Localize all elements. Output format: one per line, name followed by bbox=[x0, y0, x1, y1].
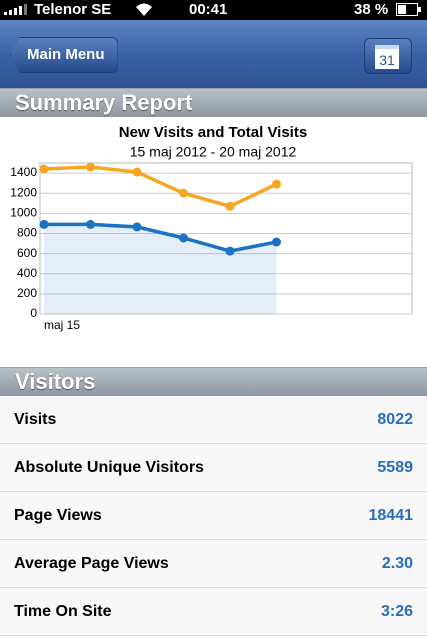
y-tick-label: 200 bbox=[17, 286, 37, 300]
row-value: 5589 bbox=[377, 459, 413, 476]
row-label: Average Page Views bbox=[14, 555, 169, 572]
chart-title: New Visits and Total Visits bbox=[119, 124, 307, 141]
calendar-day: 31 bbox=[375, 45, 399, 69]
table-row[interactable]: Time On Site 3:26 bbox=[0, 588, 427, 636]
row-label: Absolute Unique Visitors bbox=[14, 459, 204, 476]
battery-level: 38 % bbox=[354, 1, 389, 18]
table-row[interactable]: Page Views 18441 bbox=[0, 492, 427, 540]
point bbox=[272, 237, 281, 247]
point bbox=[132, 167, 142, 177]
x-tick-label: maj 15 bbox=[44, 318, 80, 332]
row-value: 8022 bbox=[377, 411, 413, 428]
row-label: Page Views bbox=[14, 507, 102, 524]
line bbox=[44, 222, 277, 253]
y-tick-label: 600 bbox=[17, 246, 37, 260]
point bbox=[86, 162, 95, 172]
table-row[interactable]: Visits 8022 bbox=[0, 396, 427, 444]
area bbox=[44, 224, 277, 314]
table-row[interactable]: Average Page Views 2.30 bbox=[0, 540, 427, 588]
table-row[interactable]: Absolute Unique Visitors 5589 bbox=[0, 444, 427, 492]
status-bar: Telenor SE 00:41 38 % bbox=[0, 0, 427, 20]
section-header: Visitors bbox=[0, 367, 427, 396]
row-value: 18441 bbox=[368, 507, 414, 524]
point bbox=[39, 219, 49, 229]
battery-icon bbox=[396, 3, 421, 16]
row-value: 3:26 bbox=[380, 603, 413, 620]
wifi-icon bbox=[136, 3, 152, 16]
line bbox=[43, 165, 278, 209]
section-header: Summary Report bbox=[0, 88, 427, 117]
y-tick-label: 400 bbox=[17, 266, 37, 280]
chart-subtitle: 15 maj 2012 - 20 maj 2012 bbox=[130, 144, 297, 160]
calendar-button[interactable]: 31 bbox=[364, 38, 412, 74]
row-label: Time On Site bbox=[14, 603, 112, 620]
point bbox=[272, 179, 281, 189]
nav-bar: Main Menu 31 bbox=[0, 20, 427, 88]
signal-icon bbox=[4, 4, 27, 15]
row-label: Visits bbox=[14, 411, 57, 428]
point bbox=[225, 201, 235, 211]
point bbox=[132, 222, 142, 232]
point bbox=[179, 188, 188, 198]
back-button[interactable]: Main Menu bbox=[10, 37, 118, 73]
y-tick-label: 1400 bbox=[10, 165, 37, 179]
y-tick-label: 0 bbox=[30, 306, 37, 320]
clock: 00:41 bbox=[189, 1, 228, 18]
y-tick-label: 1200 bbox=[10, 185, 37, 199]
carrier: Telenor SE bbox=[34, 1, 112, 18]
y-tick-label: 800 bbox=[17, 226, 37, 240]
chart: New Visits and Total Visits 15 maj 2012 … bbox=[10, 124, 413, 332]
point bbox=[225, 246, 235, 256]
y-tick-label: 1000 bbox=[10, 206, 37, 220]
point bbox=[39, 164, 49, 174]
point bbox=[86, 219, 95, 229]
row-value: 2.30 bbox=[381, 555, 413, 572]
point bbox=[179, 233, 188, 243]
